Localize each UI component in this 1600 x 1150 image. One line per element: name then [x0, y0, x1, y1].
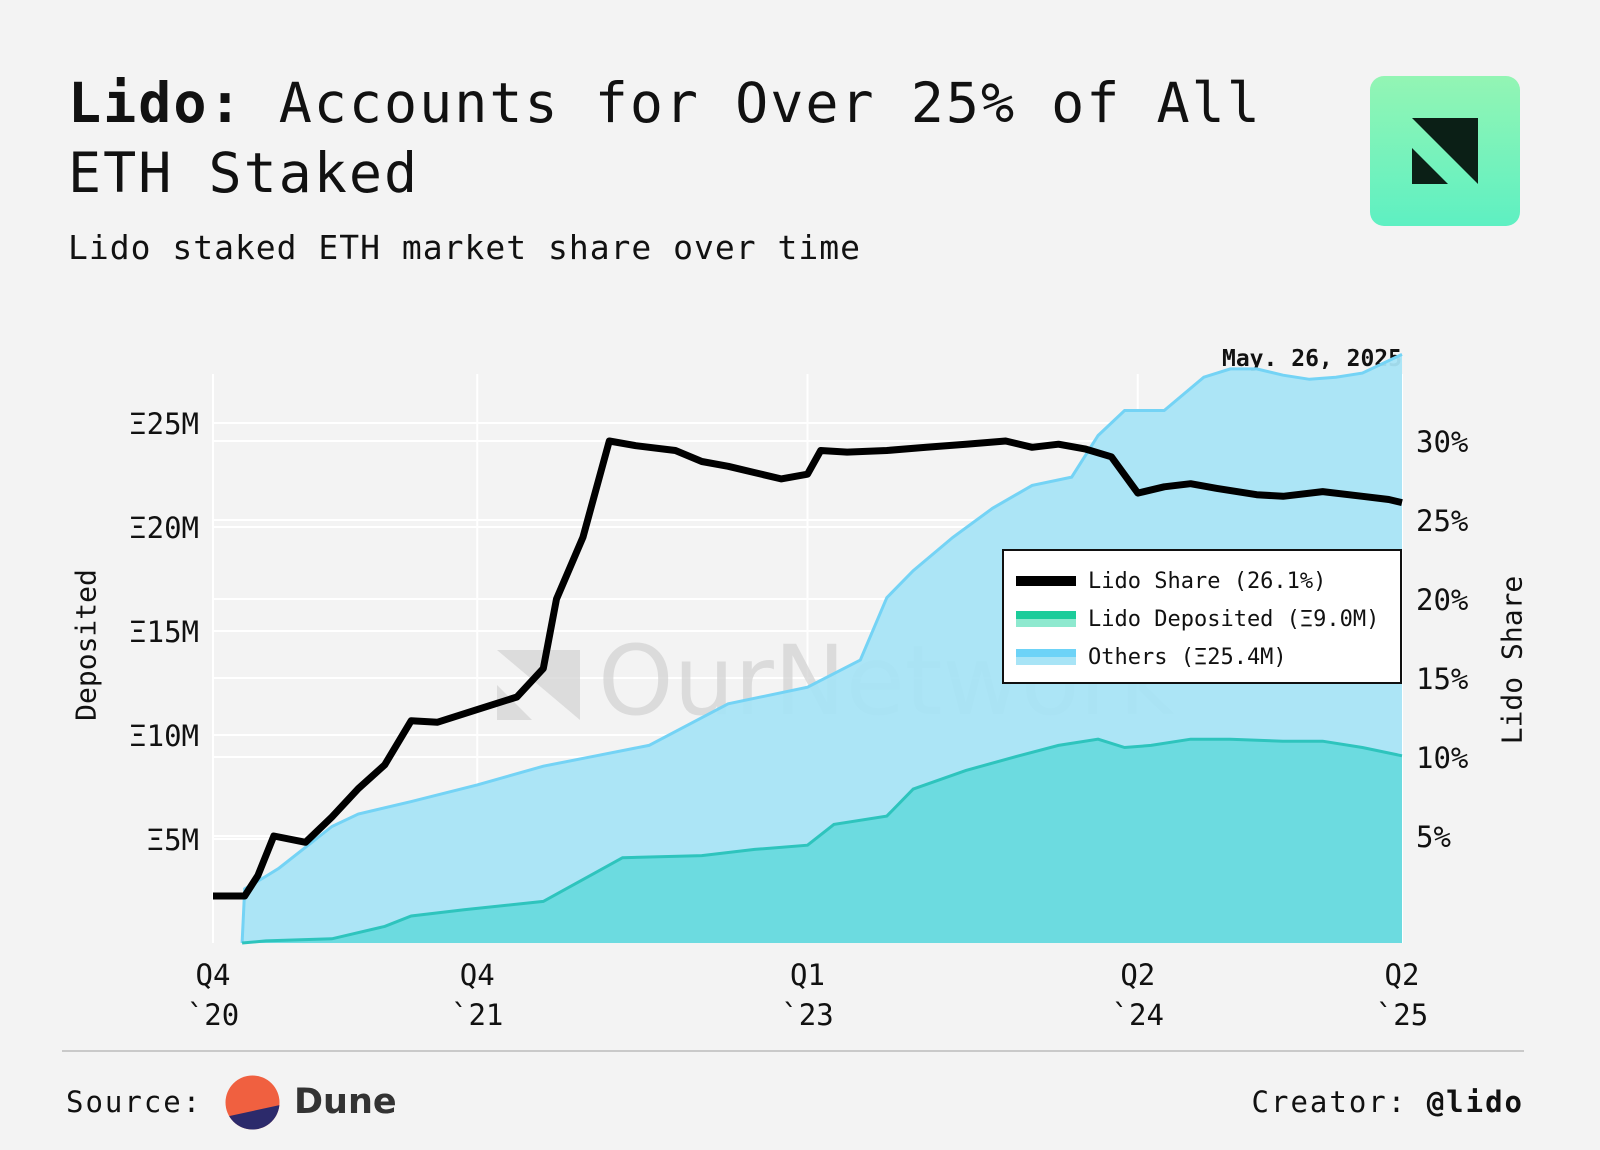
y-axis-left-label: Deposited	[69, 569, 103, 721]
series-lido-deposited-area	[242, 739, 1402, 943]
y-left-tick-label: Ξ5M	[147, 823, 199, 857]
series-lido-deposited-line	[241, 737, 1403, 945]
y-left-tick-label: Ξ15M	[129, 615, 199, 649]
x-tick-label: Q1	[790, 958, 825, 992]
legend-swatch-others	[1016, 649, 1076, 665]
subtitle: Lido staked ETH market share over time	[68, 228, 861, 267]
x-tick-label: Q4	[460, 958, 495, 992]
y-right-tick-label: 5%	[1416, 820, 1451, 854]
x-tick-label: Q2	[1385, 958, 1420, 992]
y-left-tick-label: Ξ10M	[129, 719, 199, 753]
legend-item-lido-share: Lido Share (26.1%)	[1016, 566, 1326, 596]
y-right-tick-label: 25%	[1416, 504, 1468, 538]
page-title: Lido: Accounts for Over 25% of All ETH S…	[68, 68, 1298, 208]
creator-handle: @lido	[1426, 1085, 1524, 1119]
footer-divider	[62, 1050, 1524, 1052]
legend-label-lido-share: Lido Share (26.1%)	[1088, 568, 1327, 594]
x-tick-label-year: `20	[187, 998, 239, 1032]
legend-label-lido-deposited: Lido Deposited (Ξ9.0M)	[1088, 606, 1380, 632]
x-tick-label: Q2	[1120, 958, 1155, 992]
watermark-icon-part	[497, 685, 532, 720]
source-label: Source:	[66, 1085, 203, 1119]
legend-item-lido-deposited: Lido Deposited (Ξ9.0M)	[1016, 604, 1379, 634]
y-right-tick-label: 10%	[1416, 741, 1468, 775]
y-left-tick-label: Ξ25M	[129, 407, 199, 441]
title-strong: Lido:	[68, 71, 244, 135]
legend: Lido Share (26.1%) Lido Deposited (Ξ9.0M…	[1002, 549, 1402, 684]
x-tick-label-year: `23	[781, 998, 833, 1032]
x-tick-label-year: `21	[451, 998, 503, 1032]
y-right-tick-label: 20%	[1416, 583, 1468, 617]
series-lido-share-line	[213, 437, 1403, 900]
legend-label-others: Others (Ξ25.4M)	[1088, 644, 1287, 670]
x-tick-label-year: `24	[1112, 998, 1164, 1032]
title-rest: Accounts for Over 25% of All ETH Staked	[68, 71, 1262, 205]
x-tick-label: Q4	[196, 958, 231, 992]
y-left-tick-label: Ξ20M	[129, 511, 199, 545]
x-tick-label-year: `25	[1376, 998, 1428, 1032]
ournetwork-logo-icon	[1370, 76, 1520, 226]
creator-label: Creator:	[1251, 1085, 1408, 1119]
legend-swatch-lido-deposited	[1016, 611, 1076, 627]
source-name: Dune	[294, 1082, 397, 1122]
creator: Creator: @lido	[1252, 1085, 1524, 1119]
series-others-line	[240, 353, 1403, 944]
dune-logo-icon	[225, 1075, 280, 1130]
y-right-tick-label: 15%	[1416, 662, 1468, 696]
legend-item-others: Others (Ξ25.4M)	[1016, 642, 1287, 672]
y-axis-right-label: Lido Share	[1495, 575, 1529, 745]
y-right-tick-label: 30%	[1416, 425, 1468, 459]
watermark-icon	[497, 650, 580, 720]
legend-swatch-lido-share	[1016, 576, 1076, 586]
